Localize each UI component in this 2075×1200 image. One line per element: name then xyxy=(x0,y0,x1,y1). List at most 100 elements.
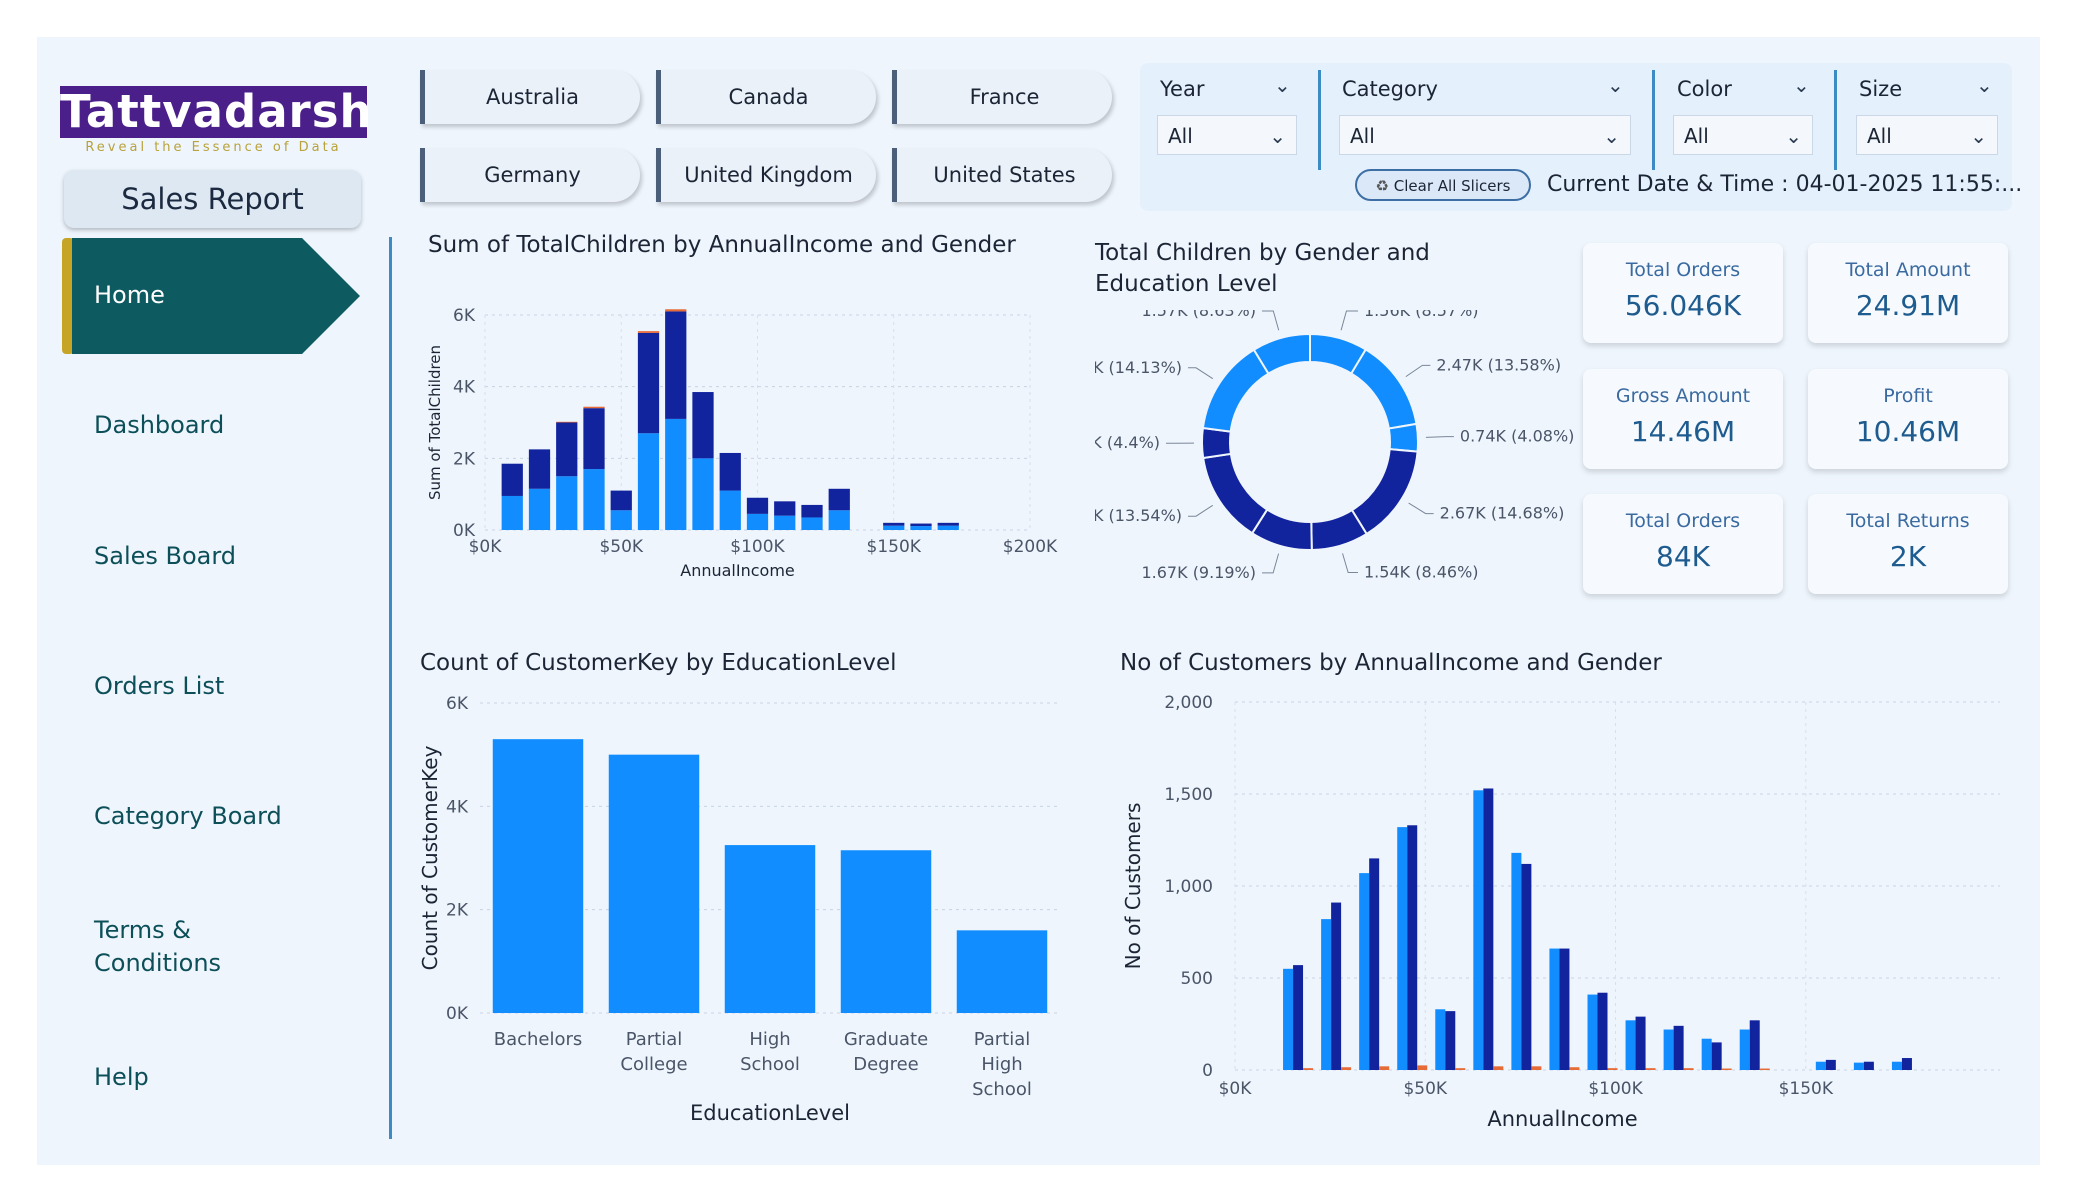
country-button-germany[interactable]: Germany xyxy=(420,148,640,202)
bar-segment xyxy=(883,525,905,530)
nav-item-orders-list[interactable]: Orders List xyxy=(94,672,225,700)
chart-title-customers-education: Count of CustomerKey by EducationLevel xyxy=(420,650,897,676)
chevron-down-icon[interactable]: ⌄ xyxy=(1274,73,1291,97)
bar-segment xyxy=(501,463,523,496)
leader-line xyxy=(1408,502,1434,515)
year-slicer-label: Year xyxy=(1160,77,1205,101)
eraser-icon: ♻ xyxy=(1375,177,1389,195)
bar xyxy=(1815,1061,1826,1070)
year-dropdown[interactable]: All ⌄ xyxy=(1157,115,1297,155)
y-tick-label: 1,500 xyxy=(1164,785,1213,805)
bar xyxy=(1853,1062,1864,1070)
bar xyxy=(1531,1066,1542,1070)
bar-segment xyxy=(774,515,796,530)
bar xyxy=(1549,948,1560,1070)
category-dropdown[interactable]: All ⌄ xyxy=(1339,115,1631,155)
country-button-australia[interactable]: Australia xyxy=(420,70,640,124)
kpi-label: Total Returns xyxy=(1846,510,1970,532)
nav-item-terms[interactable]: Terms & Conditions xyxy=(94,916,222,977)
bar xyxy=(1825,1059,1836,1070)
kpi-card-profit: Profit 10.46M xyxy=(1808,369,2008,469)
chevron-down-icon[interactable]: ⌄ xyxy=(1607,73,1624,97)
bar-segment xyxy=(637,433,660,530)
y-tick-label: 6K xyxy=(446,694,469,714)
bar xyxy=(1369,858,1380,1070)
bar xyxy=(1739,1029,1750,1070)
category-slicer-label: Category xyxy=(1342,77,1438,101)
x-tick-label: High xyxy=(749,1029,790,1050)
chevron-down-icon: ⌄ xyxy=(1970,124,1987,148)
size-dropdown[interactable]: All ⌄ xyxy=(1856,115,1998,155)
bar xyxy=(1283,968,1294,1070)
color-dropdown[interactable]: All ⌄ xyxy=(1673,115,1813,155)
leader-line xyxy=(1425,436,1454,438)
bar-segment xyxy=(637,332,660,434)
bar xyxy=(840,850,932,1013)
x-tick-label: $150K xyxy=(867,537,922,557)
slice-label: 2.46K (13.54%) xyxy=(1095,506,1182,525)
nav-item-home[interactable]: Home xyxy=(94,281,165,309)
country-button-canada[interactable]: Canada xyxy=(656,70,876,124)
y-tick-label: 1,000 xyxy=(1164,877,1213,897)
slicer-separator xyxy=(1834,70,1837,170)
country-button-united-states[interactable]: United States xyxy=(892,148,1112,202)
chevron-down-icon: ⌄ xyxy=(1269,124,1286,148)
x-axis-label: AnnualIncome xyxy=(1487,1107,1637,1131)
size-slicer-label: Size xyxy=(1859,77,1903,101)
bar xyxy=(608,754,700,1013)
bar xyxy=(1341,1067,1352,1070)
nav-item-sales-board[interactable]: Sales Board xyxy=(94,542,237,570)
bar xyxy=(1711,1042,1722,1070)
bar xyxy=(1379,1066,1390,1070)
bar xyxy=(1683,1068,1694,1070)
chart-children-by-income: 0K 2K 4K 6K $0K $50K $100K $150K $200K AnnualInco… xyxy=(426,306,1058,580)
bar xyxy=(1607,1068,1618,1070)
country-button-france[interactable]: France xyxy=(892,70,1112,124)
bar xyxy=(1749,1020,1760,1070)
bar-segment xyxy=(910,526,932,530)
chevron-down-icon[interactable]: ⌄ xyxy=(1793,73,1810,97)
bar xyxy=(1521,863,1532,1070)
country-button-united-kingdom[interactable]: United Kingdom xyxy=(656,148,876,202)
clear-all-slicers-button[interactable]: ♻ Clear All Slicers xyxy=(1355,169,1531,201)
bar xyxy=(1891,1061,1902,1070)
bar xyxy=(1435,1009,1446,1070)
bar-segment xyxy=(610,490,632,511)
x-tick-label: Partial xyxy=(974,1029,1031,1050)
kpi-card-total-returns: Total Returns 2K xyxy=(1808,494,2008,594)
kpi-card-gross-amount: Gross Amount 14.46M xyxy=(1583,369,1783,469)
bar xyxy=(1483,788,1494,1070)
bar-segment xyxy=(937,525,959,530)
nav-item-dashboard[interactable]: Dashboard xyxy=(94,411,225,439)
slice-label: 0.8K (4.4%) xyxy=(1095,433,1160,452)
x-tick-label: $100K xyxy=(730,537,785,557)
nav-item-help[interactable]: Help xyxy=(94,1063,149,1091)
slice-label: 2.47K (13.58%) xyxy=(1436,355,1561,374)
kpi-card-total-orders: Total Orders 56.046K xyxy=(1583,243,1783,343)
x-tick-label: Graduate xyxy=(844,1029,928,1050)
bar-segment xyxy=(692,392,714,459)
x-tick-label: $150K xyxy=(1779,1079,1834,1099)
bar-segment xyxy=(501,495,523,530)
chevron-down-icon[interactable]: ⌄ xyxy=(1976,73,1993,97)
y-tick-label: 2,000 xyxy=(1164,693,1213,713)
bar-segment xyxy=(801,504,823,518)
bar xyxy=(1625,1020,1636,1070)
nav-item-category-board[interactable]: Category Board xyxy=(94,802,282,830)
bar xyxy=(1445,1011,1456,1070)
kpi-label: Total Orders xyxy=(1625,259,1741,281)
slicer-separator xyxy=(1652,70,1655,170)
slice-label: 2.67K (14.68%) xyxy=(1440,504,1565,523)
x-tick-label: $50K xyxy=(1403,1079,1447,1099)
bar-segment xyxy=(719,452,741,491)
x-tick-label: Degree xyxy=(853,1054,919,1075)
bar-segment xyxy=(774,501,796,516)
bar-segment xyxy=(583,469,605,530)
chevron-down-icon: ⌄ xyxy=(1785,124,1802,148)
bar-segment xyxy=(665,418,687,530)
x-tick-label: School xyxy=(972,1079,1032,1100)
slicer-separator xyxy=(1318,70,1321,170)
bar xyxy=(724,845,816,1013)
leader-line xyxy=(1262,553,1280,574)
bar xyxy=(1569,1067,1580,1070)
